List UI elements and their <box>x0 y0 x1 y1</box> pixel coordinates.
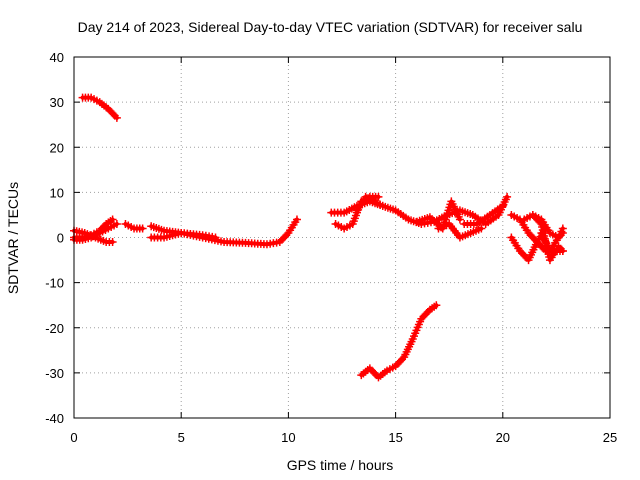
series-markers <box>353 192 387 215</box>
y-tick-label: 30 <box>50 95 64 110</box>
series-line <box>355 194 385 213</box>
data-series <box>70 93 567 382</box>
series-arc-4 <box>70 226 117 247</box>
y-tick-label: 20 <box>50 140 64 155</box>
y-tick-label: -30 <box>45 366 64 381</box>
y-tick-label: 0 <box>57 231 64 246</box>
series-markers <box>460 201 507 228</box>
series-arc-18 <box>537 224 567 256</box>
y-tick-label: -40 <box>45 411 64 426</box>
series-arc-6 <box>147 215 301 249</box>
series-arc-12 <box>434 219 486 242</box>
x-tick-label: 10 <box>281 430 295 445</box>
series-markers <box>537 224 567 256</box>
series-arc-13 <box>460 201 507 228</box>
x-tick-label: 20 <box>496 430 510 445</box>
x-axis-label: GPS time / hours <box>287 457 394 473</box>
x-tick-label: 0 <box>70 430 77 445</box>
series-markers <box>78 93 121 122</box>
x-tick-label: 5 <box>178 430 185 445</box>
series-arc-10 <box>353 192 387 215</box>
series-arc-5 <box>121 219 147 233</box>
grid-lines <box>74 57 610 418</box>
chart-title: Day 214 of 2023, Sidereal Day-to-day VTE… <box>78 19 583 35</box>
x-tick-label: 15 <box>388 430 402 445</box>
series-markers <box>147 228 220 242</box>
series-markers <box>357 301 441 382</box>
series-arc-19 <box>357 301 441 382</box>
plot-frame <box>73 56 611 419</box>
series-arc-1 <box>78 93 121 122</box>
y-tick-label: -20 <box>45 321 64 336</box>
y-tick-label: 40 <box>50 50 64 65</box>
series-markers <box>434 219 486 242</box>
y-tick-label: 10 <box>50 185 64 200</box>
x-tick-label: 25 <box>603 430 617 445</box>
series-arc-7 <box>147 228 220 242</box>
y-tick-label: -10 <box>45 276 64 291</box>
series-markers <box>121 219 147 233</box>
y-axis-label: SDTVAR / TECUs <box>5 182 21 294</box>
